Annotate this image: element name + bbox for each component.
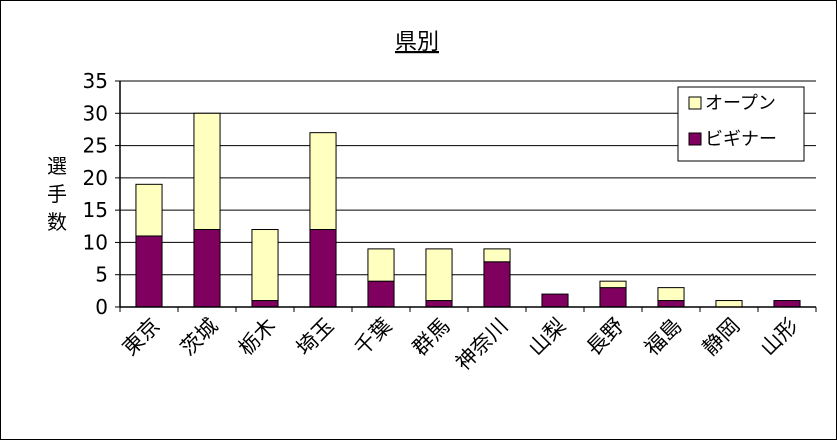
y-tick-label: 0 bbox=[95, 295, 108, 319]
x-tick-label: 茨城 bbox=[176, 314, 223, 361]
bar-segment bbox=[367, 280, 395, 308]
y-tick-label: 30 bbox=[83, 101, 108, 125]
bar-segment bbox=[193, 229, 221, 308]
x-tick-label: 東京 bbox=[118, 314, 165, 361]
bar-segment bbox=[715, 300, 743, 308]
bar-segment bbox=[483, 248, 511, 263]
bars bbox=[135, 112, 801, 308]
bar-segment bbox=[425, 248, 453, 302]
y-tick-label: 5 bbox=[95, 263, 108, 287]
bar-segment bbox=[251, 229, 279, 302]
bar-segment bbox=[135, 235, 163, 308]
bar-segment bbox=[193, 112, 221, 231]
axes bbox=[115, 80, 817, 312]
legend-label: オープン bbox=[705, 93, 776, 114]
x-tick-label: 栃木 bbox=[234, 314, 281, 361]
y-tick-label: 20 bbox=[83, 166, 108, 190]
bar-segment bbox=[425, 300, 453, 308]
x-tick-label: 千葉 bbox=[350, 314, 397, 361]
bar-segment bbox=[309, 132, 337, 231]
x-tick-label: 長野 bbox=[582, 314, 629, 361]
y-tick-label: 10 bbox=[83, 230, 108, 254]
y-tick-labels: 0 5 10 15 20 25 30 35 bbox=[83, 69, 108, 319]
x-tick-label: 静岡 bbox=[698, 314, 745, 361]
bar-segment bbox=[599, 280, 627, 289]
y-tick-label: 15 bbox=[83, 198, 108, 222]
chart-title: 県別 bbox=[395, 30, 439, 55]
x-tick-label: 山梨 bbox=[524, 314, 571, 361]
x-tick-label: 福島 bbox=[640, 314, 687, 361]
bar-segment bbox=[657, 300, 685, 308]
grid bbox=[120, 80, 816, 276]
x-tick-label: 山形 bbox=[756, 314, 803, 361]
x-tick-label: 埼玉 bbox=[292, 314, 339, 361]
bar-segment bbox=[309, 229, 337, 308]
bar-segment bbox=[483, 261, 511, 308]
bar-segment bbox=[541, 293, 569, 308]
legend-label: ビギナー bbox=[705, 129, 777, 150]
bar-segment bbox=[367, 248, 395, 282]
bar-segment bbox=[135, 183, 163, 237]
y-tick-label: 25 bbox=[83, 134, 108, 158]
x-tick-label: 群馬 bbox=[408, 314, 455, 361]
bar-segment bbox=[773, 300, 801, 308]
y-tick-label: 35 bbox=[83, 69, 108, 93]
bar-segment bbox=[251, 300, 279, 308]
bar-segment bbox=[657, 287, 685, 302]
legend-swatch bbox=[688, 132, 702, 146]
bar-segment bbox=[599, 287, 627, 308]
legend-swatch bbox=[688, 96, 702, 110]
legend-box bbox=[677, 86, 805, 162]
x-tick-label: 神奈川 bbox=[451, 314, 513, 376]
y-axis-label: 選手数 bbox=[47, 154, 67, 234]
